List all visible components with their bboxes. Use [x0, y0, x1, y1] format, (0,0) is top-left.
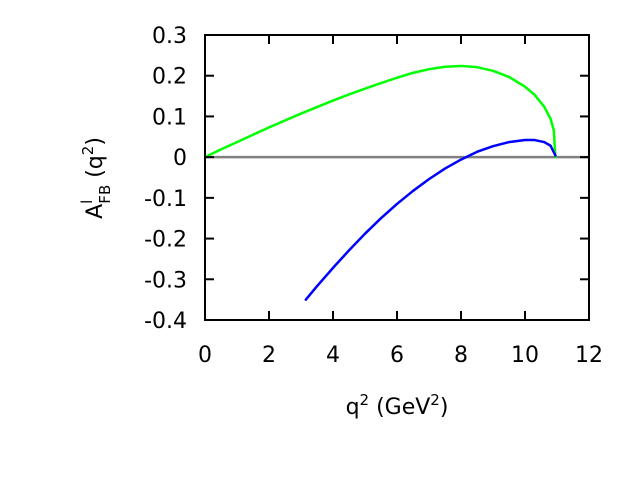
- y-tick-label: -0.1: [144, 187, 187, 212]
- y-tick-label: -0.4: [144, 309, 187, 334]
- y-axis-label: AlFB (q2): [78, 137, 114, 219]
- y-tick-label: 0: [173, 146, 187, 171]
- tick-layer: 0 2 4 6 8 10 12 0.3 0.2 0.1 0 -0.1 -0.2 -0.3 -0.4: [144, 24, 603, 368]
- x-tick-label: 10: [511, 343, 539, 368]
- y-tick-label: 0.3: [152, 24, 187, 49]
- x-tick-label: 4: [326, 343, 340, 368]
- x-tick-label: 12: [575, 343, 603, 368]
- x-tick-label: 6: [390, 343, 404, 368]
- y-tick-label: 0.2: [152, 65, 187, 90]
- series-line-1: [203, 64, 557, 159]
- x-tick-label: 2: [262, 343, 276, 368]
- x-tick-label: 0: [198, 343, 212, 368]
- plot-frame: [204, 34, 590, 321]
- y-tick-label: 0.1: [152, 105, 187, 130]
- y-tick-label: -0.2: [144, 228, 187, 253]
- y-tick-label: -0.3: [144, 268, 187, 293]
- x-axis-label: q2 (GeV2): [346, 391, 449, 420]
- x-tick-label: 8: [454, 343, 468, 368]
- series-line-2: [304, 138, 557, 301]
- series-layer: [203, 64, 557, 301]
